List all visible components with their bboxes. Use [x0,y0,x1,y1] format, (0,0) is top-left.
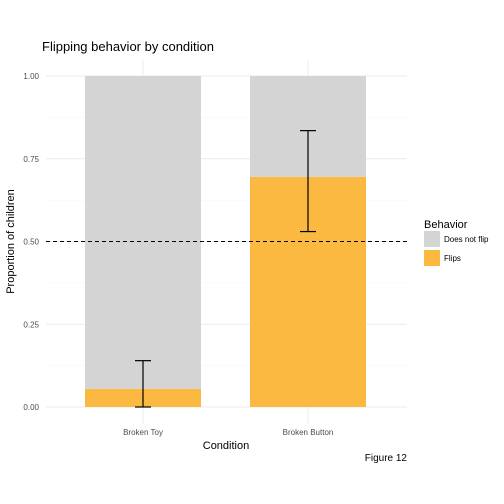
y-tick-label: 1.00 [23,72,39,81]
y-axis-title: Proportion of children [5,189,17,294]
legend-key-flips [424,250,440,266]
figure-caption: Figure 12 [365,453,408,464]
legend-label: Flips [444,254,461,263]
y-tick-label: 0.00 [23,403,39,412]
x-tick-labels: Broken Toy Broken Button [123,428,333,437]
legend-key-does-not-flip [424,231,440,247]
legend-label: Does not flip [444,235,489,244]
x-tick-label: Broken Toy [123,428,163,437]
legend: Behavior Does not flip Flips [424,219,489,266]
y-tick-labels: 0.00 0.25 0.50 0.75 1.00 [23,72,39,412]
bar-does-not-flip-broken-toy [85,76,201,389]
y-tick-label: 0.25 [23,320,39,329]
x-tick-label: Broken Button [283,428,334,437]
chart-title: Flipping behavior by condition [42,39,214,54]
error-bars [135,130,316,408]
y-tick-label: 0.50 [23,238,39,247]
x-axis-title: Condition [203,440,249,452]
legend-title: Behavior [424,219,468,231]
y-tick-label: 0.75 [23,155,39,164]
